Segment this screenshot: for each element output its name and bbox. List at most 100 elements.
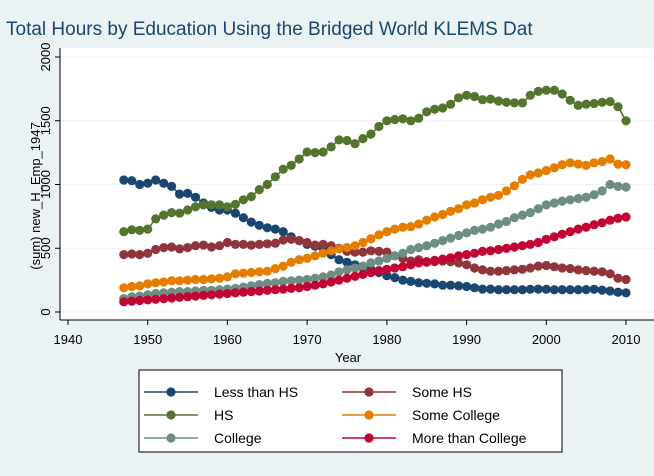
data-point-0-59 (589, 284, 599, 294)
data-point-0-43 (462, 281, 472, 292)
data-point-2-39 (430, 104, 440, 114)
data-point-4-46 (485, 222, 496, 232)
x-tick-label: 1990 (452, 332, 481, 347)
data-point-0-38 (422, 278, 432, 288)
data-point-5-54 (549, 232, 559, 242)
data-point-3-53 (541, 165, 551, 176)
axes: 0 500 1000 1500 2000 1940 1950 1960 1970 1980 1990… (38, 43, 654, 347)
data-point-0-47 (493, 285, 504, 295)
data-point-5-53 (541, 234, 551, 244)
data-point-2-6 (167, 208, 177, 218)
data-point-5-8 (183, 292, 193, 302)
data-point-1-14 (230, 239, 240, 249)
data-point-1-2 (135, 250, 145, 260)
data-point-0-57 (573, 285, 583, 295)
data-point-5-18 (262, 285, 272, 295)
series-layer (119, 85, 631, 307)
data-point-2-51 (525, 90, 535, 100)
legend-label-2: HS (214, 407, 233, 423)
y-tick-label: 0 (38, 308, 53, 315)
data-point-5-12 (214, 289, 225, 299)
data-point-1-15 (238, 239, 248, 249)
data-point-0-58 (581, 285, 591, 295)
data-point-2-53 (541, 85, 551, 95)
data-point-1-19 (270, 238, 280, 248)
data-point-2-15 (238, 195, 248, 205)
data-point-4-50 (517, 210, 528, 220)
data-point-5-4 (151, 294, 161, 304)
data-point-4-27 (334, 267, 344, 277)
data-point-5-62 (613, 213, 623, 223)
data-point-5-39 (430, 255, 440, 265)
data-point-2-4 (151, 214, 161, 224)
data-point-5-34 (390, 263, 400, 273)
data-point-5-63 (621, 212, 631, 222)
data-point-1-53 (541, 260, 551, 271)
data-point-4-58 (581, 192, 591, 202)
data-point-2-9 (190, 202, 201, 212)
data-point-3-8 (183, 275, 193, 285)
data-point-0-63 (621, 288, 631, 298)
data-point-4-26 (326, 270, 336, 280)
data-point-5-29 (350, 271, 360, 281)
data-point-2-33 (382, 116, 392, 126)
data-point-3-32 (374, 230, 384, 240)
data-point-3-9 (190, 274, 201, 285)
data-point-2-31 (366, 129, 376, 139)
data-point-4-21 (286, 276, 296, 286)
data-point-0-42 (454, 281, 464, 291)
data-point-4-18 (262, 278, 272, 288)
data-point-2-49 (509, 98, 519, 108)
data-point-2-18 (262, 179, 272, 190)
data-point-4-55 (557, 196, 567, 206)
legend-swatch-marker-3 (364, 410, 374, 420)
data-point-3-62 (613, 159, 623, 169)
data-point-1-42 (454, 258, 464, 268)
data-point-0-51 (525, 284, 535, 294)
data-point-2-61 (605, 97, 615, 107)
data-point-0-16 (246, 217, 256, 227)
legend-swatch-marker-2 (166, 410, 176, 420)
data-point-4-42 (454, 230, 464, 241)
x-tick-label: 2010 (612, 332, 641, 347)
data-point-0-56 (565, 285, 575, 295)
data-point-5-26 (326, 277, 336, 287)
data-point-2-25 (318, 147, 328, 157)
chart-title: Total Hours by Education Using the Bridg… (6, 19, 533, 40)
data-point-2-22 (294, 154, 304, 164)
data-point-5-7 (175, 292, 185, 302)
data-point-4-49 (509, 213, 519, 223)
data-point-1-49 (509, 265, 519, 275)
data-point-2-2 (135, 225, 145, 235)
data-point-5-36 (406, 260, 416, 270)
data-point-2-0 (119, 227, 129, 237)
data-point-3-33 (382, 227, 392, 237)
data-point-1-9 (190, 241, 201, 251)
data-point-3-47 (493, 190, 504, 200)
data-point-1-23 (302, 237, 312, 248)
data-point-4-38 (422, 241, 432, 251)
data-point-5-47 (493, 244, 504, 255)
data-point-5-13 (222, 288, 232, 299)
data-point-3-46 (485, 192, 496, 202)
data-point-3-58 (581, 160, 591, 170)
data-point-3-31 (366, 234, 376, 244)
data-point-0-50 (517, 285, 528, 295)
data-point-1-25 (318, 239, 328, 249)
data-point-5-9 (190, 291, 201, 301)
data-point-1-46 (485, 266, 496, 276)
data-point-5-23 (302, 281, 312, 292)
legend-label-5: More than College (412, 430, 527, 446)
data-point-5-58 (581, 222, 591, 232)
data-point-5-46 (485, 246, 496, 256)
legend-swatch-marker-0 (166, 387, 176, 397)
data-point-4-45 (477, 224, 488, 234)
data-point-3-22 (294, 255, 304, 265)
data-point-1-16 (246, 240, 256, 250)
data-point-1-33 (382, 247, 392, 257)
data-point-2-32 (374, 121, 384, 132)
data-point-3-14 (230, 269, 240, 279)
data-point-3-37 (414, 219, 424, 229)
data-point-3-35 (398, 222, 408, 232)
